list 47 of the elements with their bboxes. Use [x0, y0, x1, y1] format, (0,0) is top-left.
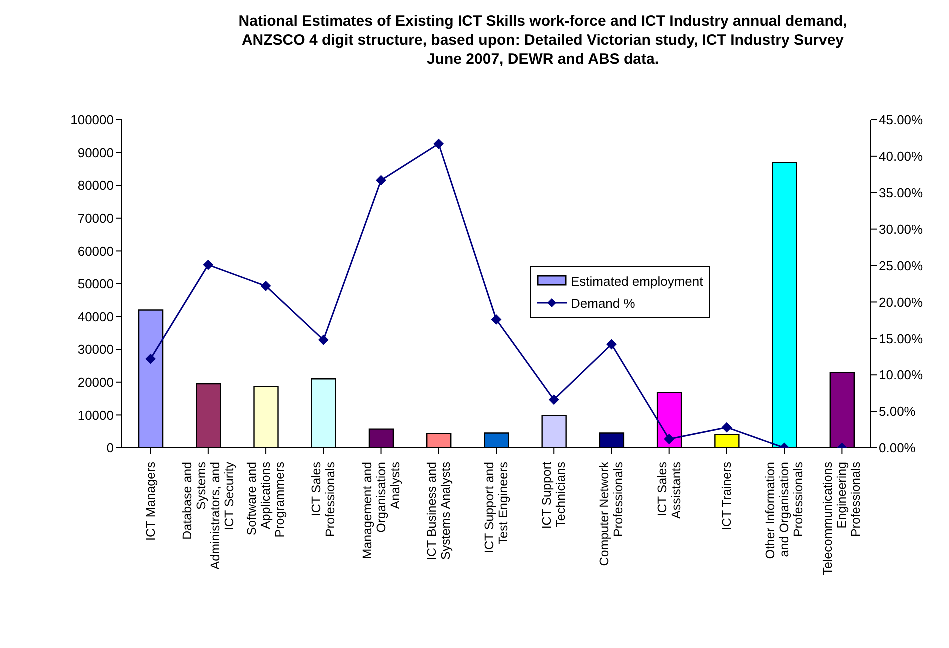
- y2-tick-label: 15.00%: [879, 331, 924, 346]
- legend-label: Demand %: [571, 296, 636, 310]
- x-tick-label: ICT Business and Systems Analysts: [424, 462, 453, 560]
- x-tick-label: Database and Systems Administrators, and ICT Security: [180, 461, 236, 570]
- x-tick-label: Management and Organisation Analysts: [360, 462, 402, 560]
- point: [146, 354, 156, 364]
- y-tick-label: 0: [106, 440, 114, 456]
- y2-tick-label: 35.00%: [879, 186, 924, 201]
- y2-tick-label: 30.00%: [879, 222, 924, 237]
- y-tick-label: 100000: [70, 112, 114, 128]
- x-tick-label: ICT Trainers: [720, 462, 734, 531]
- point: [376, 176, 386, 186]
- point: [722, 422, 732, 433]
- x-tick-label: ICT Sales Assistants: [655, 462, 684, 519]
- y-tick-label: 30000: [78, 342, 114, 358]
- y2-tick-label: 25.00%: [879, 258, 924, 274]
- y-tick-label: 50000: [78, 276, 114, 292]
- x-tick-label: ICT Support and Test Engineers: [482, 462, 510, 554]
- y2-tick-label: 10.00%: [879, 368, 924, 383]
- y-tick-label: 40000: [78, 309, 114, 324]
- point: [664, 434, 674, 444]
- y-tick-label: 70000: [78, 211, 114, 226]
- y-tick-label: 60000: [78, 244, 114, 259]
- point: [434, 139, 444, 150]
- y-tick-label: 20000: [78, 375, 114, 390]
- x-tick-label: Computer Network Professionals: [598, 461, 626, 566]
- x-tick-label: Other Information and Organisation Professionals: [764, 462, 806, 560]
- point: [492, 314, 502, 325]
- point: [261, 281, 272, 292]
- legend-label: Estimated employment: [571, 274, 704, 288]
- point: [318, 335, 329, 346]
- y-tick-label: 10000: [78, 408, 114, 423]
- x-tick-label: ICT Sales Professionals: [310, 462, 338, 538]
- x-tick-label: ICT Managers: [144, 462, 158, 541]
- x-tick-label: ICT Support Technicians: [540, 461, 568, 530]
- y2-tick-label: 40.00%: [879, 149, 924, 164]
- point: [549, 394, 560, 405]
- y-tick-label: 90000: [78, 145, 114, 160]
- y2-tick-label: 45.00%: [879, 112, 924, 128]
- y2-tick-label: 0.00%: [879, 440, 916, 456]
- y-tick-label: 80000: [78, 178, 114, 194]
- point: [606, 340, 617, 350]
- chart-title: National Estimates of Existing ICT Skills work-force and ICT Industry annual demand, ANZSCO 4 digit structure, based upon: Detailed Victorian study, ICT Industry Survey June 2007, DEWR and ABS data.: [238, 12, 848, 69]
- point: [203, 260, 214, 270]
- y2-tick-label: 20.00%: [879, 294, 924, 310]
- y2-tick-label: 5.00%: [879, 404, 916, 420]
- x-tick-label: Software and Applications Programmers: [245, 462, 288, 538]
